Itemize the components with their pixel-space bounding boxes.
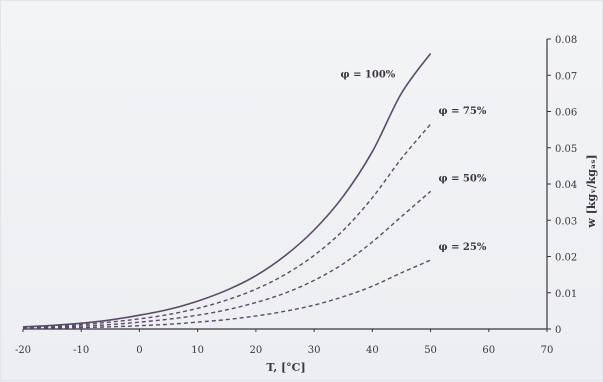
y-tick-label: 0.07	[555, 71, 577, 82]
x-tick-label: 40	[366, 345, 379, 356]
y-axis-title: w [kgᵥ/kgₐₛ]	[585, 154, 598, 228]
x-tick-label: -20	[15, 345, 31, 356]
series-line-3	[22, 259, 431, 329]
series-label: φ = 50%	[439, 173, 487, 184]
x-tick-label: 70	[541, 345, 554, 356]
y-tick-label: 0.06	[555, 108, 577, 119]
x-tick-label: 30	[308, 345, 321, 356]
series-line-0	[22, 53, 432, 328]
series-label: φ = 25%	[439, 242, 487, 253]
y-tick-label: 0.02	[555, 253, 577, 264]
x-tick-label: 50	[424, 345, 437, 356]
x-tick-label: 10	[191, 345, 204, 356]
labels: φ = 100% φ = 75% φ = 50% φ = 25%	[341, 70, 487, 254]
y-tick-label: 0.08	[555, 35, 577, 46]
y-tick-label: 0.05	[555, 144, 577, 155]
series-label: φ = 100%	[341, 70, 396, 81]
y-tick-label: 0	[555, 325, 561, 336]
y-tick-label: 0.03	[555, 216, 577, 227]
y-tick-label: 0.04	[555, 180, 577, 191]
curves	[22, 53, 432, 329]
x-tick-label: 20	[250, 345, 263, 356]
series-line-2	[22, 190, 432, 329]
x-tick-label: 60	[482, 345, 495, 356]
x-tick-label: -10	[73, 345, 89, 356]
axes: -20 -10 0 10 20 30 40 50 60 7000.010.020.030.040.…	[15, 35, 577, 356]
series-line-1	[22, 123, 432, 328]
y-tick-label: 0.01	[555, 289, 577, 300]
x-axis-title: T, [°C]	[266, 361, 305, 374]
series-label: φ = 75%	[439, 106, 487, 117]
x-tick-label: 0	[136, 345, 142, 356]
